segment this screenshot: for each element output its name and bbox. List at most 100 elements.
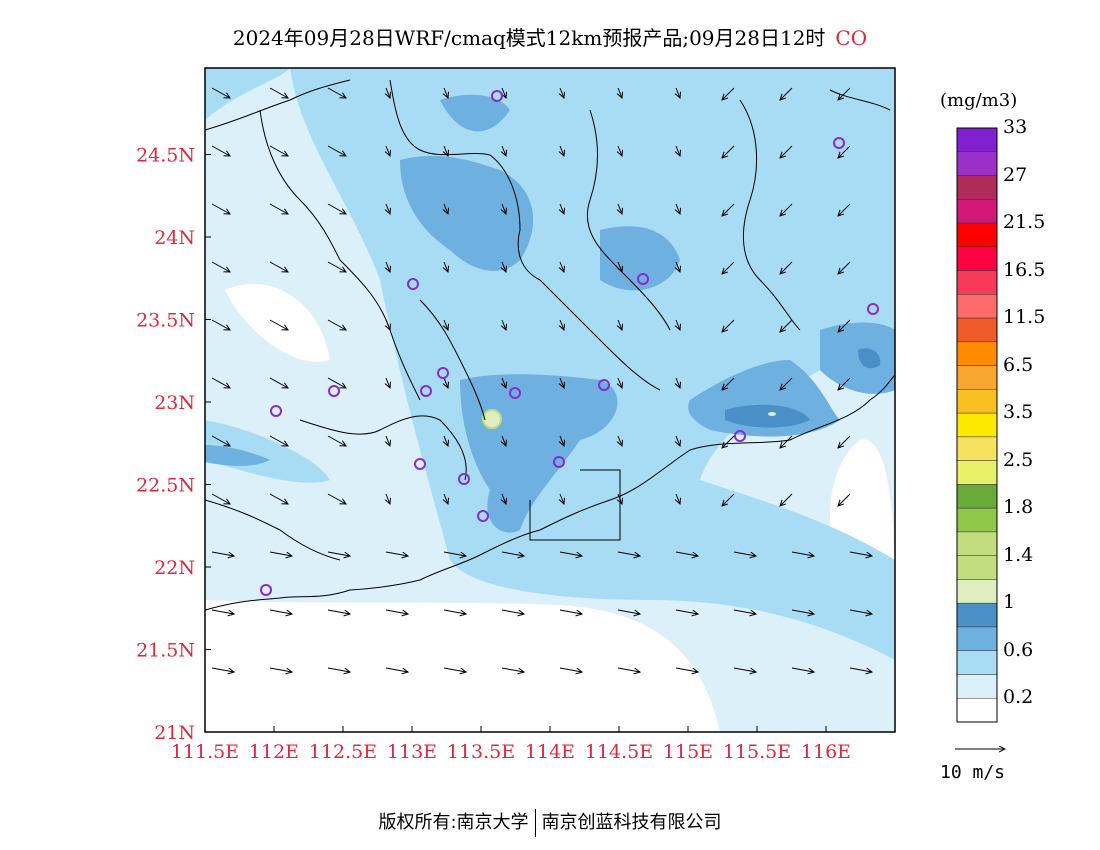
wind-arrow: [676, 203, 680, 214]
wind-arrow: [211, 551, 234, 556]
wind-arrow: [560, 145, 564, 156]
wind-arrow: [560, 319, 564, 330]
wind-arrow: [502, 319, 506, 330]
colorbar-frame: [956, 127, 998, 723]
wind-arrow: [780, 377, 793, 390]
colorbar-tick-label: 0.6: [1003, 638, 1034, 661]
wind-arrow: [618, 261, 622, 272]
wind-arrow: [618, 319, 622, 330]
wind-arrow: [618, 87, 622, 98]
wind-arrow: [501, 667, 524, 672]
wind-arrow: [559, 551, 582, 556]
wind-arrow: [618, 145, 622, 156]
wind-arrow: [269, 609, 292, 614]
copyright-footer: 版权所有:南京大学 南京创蓝科技有限公司: [0, 808, 1100, 837]
wind-vectors: [211, 87, 872, 672]
wind-arrow: [385, 667, 408, 672]
map-title: 2024年09月28日WRF/cmaq模式12km预报产品;09月28日12时 C…: [0, 22, 1100, 51]
wind-arrow: [386, 261, 390, 272]
wind-arrow: [386, 203, 390, 214]
station-markers: [260, 90, 879, 596]
wind-arrow: [733, 667, 756, 672]
wind-arrow: [386, 87, 390, 98]
wind-arrow: [559, 667, 582, 672]
wind-arrow: [444, 261, 448, 272]
y-tick-label: 23.5N: [136, 310, 195, 332]
wind-arrow: [385, 551, 408, 556]
wind-arrow: [269, 551, 292, 556]
station-marker: [867, 303, 879, 315]
wind-arrow: [211, 493, 230, 504]
wind-arrow: [560, 261, 564, 272]
colorbar-segment: [956, 412, 998, 438]
wind-arrow: [838, 493, 851, 506]
wind-arrow: [617, 551, 640, 556]
wind-arrow: [849, 551, 872, 556]
x-tick-label: 112E: [249, 741, 299, 763]
y-tick-label: 21N: [154, 722, 195, 744]
colorbar-segment: [956, 507, 998, 533]
wind-arrow: [560, 493, 564, 504]
wind-arrow: [780, 87, 793, 100]
wind-arrow: [675, 609, 698, 614]
colorbar-tick-label: 1.8: [1003, 496, 1034, 519]
colorbar-segment: [956, 270, 998, 295]
colorbar-segment: [956, 175, 998, 200]
colorbar-tick-label: 11.5: [1003, 306, 1046, 329]
wind-arrow: [676, 319, 680, 330]
wind-arrow: [502, 87, 506, 98]
wind-arrow: [211, 319, 230, 330]
wind-arrow: [269, 87, 288, 98]
wind-arrow: [444, 145, 448, 156]
colorbar-segment: [956, 127, 998, 153]
wind-arrow: [501, 551, 524, 556]
wind-arrow: [675, 551, 698, 556]
wind-arrow: [722, 319, 735, 332]
copyright-right: 南京创蓝科技有限公司: [541, 812, 722, 833]
wind-arrow: [722, 435, 735, 448]
station-marker: [734, 430, 746, 442]
wind-arrow: [327, 493, 346, 504]
wind-arrow: [211, 261, 230, 272]
station-marker: [637, 273, 649, 285]
title-text: 2024年09月28日WRF/cmaq模式12km预报产品;09月28日12时: [232, 26, 826, 50]
colorbar-segment: [956, 341, 998, 366]
wind-arrow: [386, 319, 390, 330]
colorbar-tick-label: 0.2: [1003, 686, 1034, 709]
wind-arrow: [838, 435, 851, 448]
wind-arrow: [327, 87, 346, 98]
wind-arrow: [269, 493, 288, 504]
wind-arrow: [211, 145, 230, 156]
colorbar-segment: [956, 317, 998, 343]
unit-label: (mg/m3): [940, 90, 1018, 111]
axis-ticks: [204, 154, 827, 733]
colorbar-segment: [956, 460, 998, 485]
x-tick-label: 115E: [663, 741, 713, 763]
wind-arrow: [780, 261, 793, 274]
wind-arrow: [780, 435, 793, 448]
wind-arrow: [838, 261, 851, 274]
colorbar-tick-label: 16.5: [1003, 258, 1046, 281]
wind-arrow: [269, 203, 288, 214]
wind-arrow: [269, 261, 288, 272]
reference-vector-label: 10 m/s: [940, 762, 1006, 783]
wind-arrow: [211, 87, 230, 98]
wind-arrow: [386, 377, 390, 388]
wind-arrow: [560, 377, 564, 388]
x-tick-label: 112.5E: [309, 741, 377, 763]
wind-arrow: [559, 609, 582, 614]
wind-arrow: [211, 609, 234, 614]
concentration-field: [205, 68, 895, 732]
station-marker: [414, 458, 426, 470]
wind-arrow: [780, 203, 793, 216]
y-tick-label: 24N: [154, 227, 195, 249]
wind-arrow: [618, 203, 622, 214]
x-tick-label: 116E: [801, 741, 851, 763]
wind-arrow: [327, 377, 346, 388]
wind-arrow: [327, 145, 346, 156]
wind-arrow: [849, 609, 872, 614]
x-tick-label: 113.5E: [447, 741, 515, 763]
wind-arrow: [791, 551, 814, 556]
station-marker: [260, 584, 272, 596]
y-tick-label: 22.5N: [136, 475, 195, 497]
